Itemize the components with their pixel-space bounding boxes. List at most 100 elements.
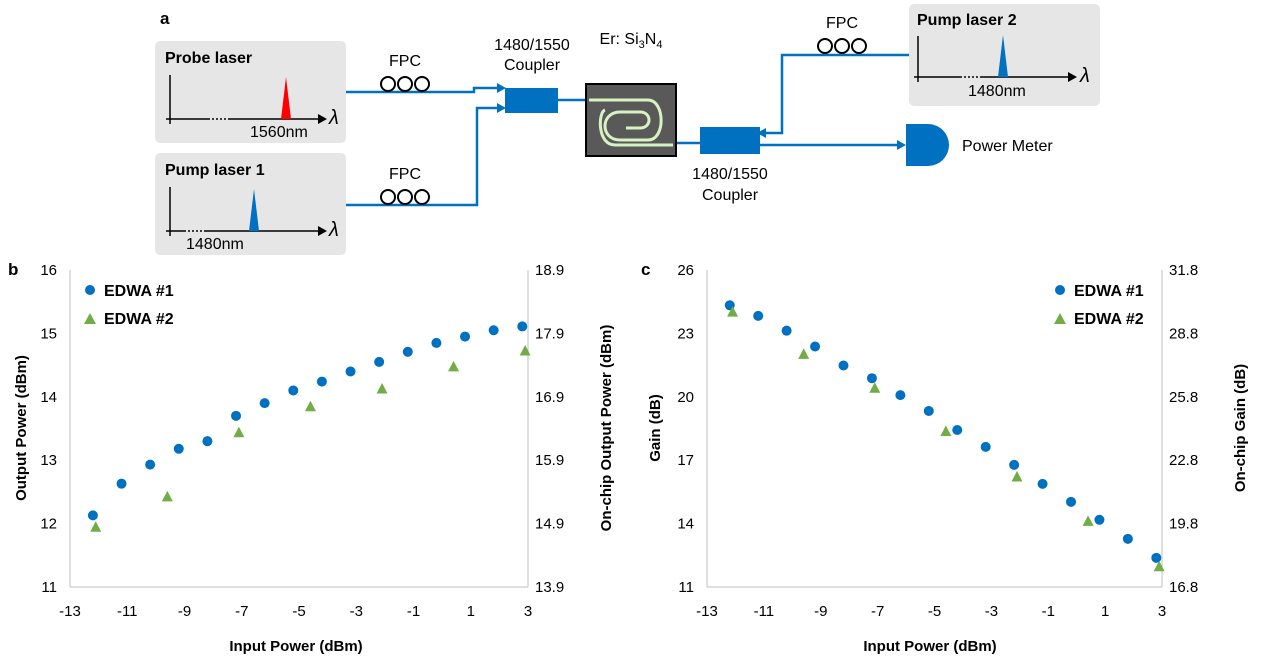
fpc-3-label: FPC — [826, 15, 858, 32]
pump-laser-2-peak — [998, 35, 1008, 77]
data-point-circle — [952, 424, 963, 435]
y2-tick-label: 31.8 — [1169, 262, 1198, 279]
y-tick-label: 23 — [677, 325, 694, 342]
y2-tick-label: 22.8 — [1169, 452, 1198, 469]
chart-c-y-tick-labels: 11 14 17 20 23 26 — [677, 262, 694, 596]
x-tick-label: -1 — [1042, 603, 1055, 620]
data-point-triangle — [869, 382, 881, 393]
chart-c-legend-marker-edwa2 — [1054, 313, 1066, 324]
probe-spectrum-arrowhead — [318, 114, 327, 124]
y-tick-label: 15 — [40, 325, 57, 342]
chart-b-x-axis-title: Input Power (dBm) — [229, 638, 362, 655]
chart-c-legend-label-edwa1: EDWA #1 — [1074, 283, 1144, 300]
y2-tick-label: 16.9 — [535, 389, 564, 406]
pump1-fiber — [346, 106, 498, 207]
pump-laser-1-title: Pump laser 1 — [165, 162, 265, 179]
chart-c-legend-label-edwa2: EDWA #2 — [1074, 311, 1144, 328]
data-point-triangle — [1082, 515, 1094, 526]
pump2-arrowhead — [757, 128, 766, 138]
x-tick-label: -13 — [696, 603, 718, 620]
y-tick-label: 13 — [40, 452, 57, 469]
data-point-circle — [923, 405, 934, 416]
fpc-1-icon — [380, 76, 430, 92]
data-point-circle — [202, 436, 213, 447]
waveguide-spiral — [589, 98, 673, 147]
chart-b-legend-marker-edwa2 — [84, 313, 96, 324]
chip-label: Er: Si3N4 — [600, 31, 663, 51]
chart-c-x-tick-labels: -13 -11 -9 -7 -5 -3 -1 1 3 — [696, 603, 1166, 620]
data-point-circle — [980, 441, 991, 452]
panel-label-c: c — [641, 260, 650, 279]
x-tick-label: -9 — [814, 603, 827, 620]
y-tick-label: 12 — [40, 516, 57, 533]
x-tick-label: -3 — [985, 603, 998, 620]
pump1-lambda-symbol: λ — [328, 219, 339, 241]
data-point-circle — [1037, 478, 1048, 489]
chart-b-legend-label-edwa2: EDWA #2 — [104, 311, 174, 328]
fiber-arrowheads — [497, 83, 906, 150]
chart-c-y2-tick-labels: 16.8 19.8 22.8 25.8 28.8 31.8 — [1169, 262, 1198, 596]
chart-c-legend: EDWA #1 EDWA #2 — [1054, 283, 1144, 328]
y-tick-label: 11 — [678, 579, 694, 596]
chart-b-legend-label-edwa1: EDWA #1 — [104, 283, 174, 300]
y2-tick-label: 25.8 — [1169, 389, 1198, 406]
coupler-2-label-line1: 1480/1550 — [692, 166, 768, 183]
fpc-2-icon — [380, 189, 430, 205]
x-tick-label: -7 — [871, 603, 884, 620]
data-point-triangle — [448, 360, 460, 372]
chart-c-y2-axis-title: On-chip Gain (dB) — [1232, 364, 1249, 492]
data-point-circle — [753, 310, 764, 321]
chart-b-y2-axis-title: On-chip Output Power (dBm) — [598, 325, 615, 532]
data-point-circle — [838, 360, 849, 371]
y-tick-label: 16 — [40, 262, 57, 279]
chart-b-legend: EDWA #1 EDWA #2 — [84, 283, 174, 328]
data-point-circle — [488, 325, 499, 336]
panel-label-a: a — [160, 9, 170, 28]
fpc-2-label: FPC — [389, 166, 421, 183]
coupler-1 — [505, 88, 558, 113]
y-tick-label: 26 — [677, 262, 694, 279]
pump-laser-1-box-bg — [155, 153, 346, 255]
chart-c-legend-marker-edwa1 — [1055, 285, 1065, 295]
data-point-triangle — [727, 306, 739, 317]
meter-arrowhead — [897, 140, 906, 150]
data-point-triangle — [376, 383, 388, 394]
data-point-circle — [259, 398, 270, 409]
y2-tick-label: 19.8 — [1169, 516, 1198, 533]
y2-tick-label: 17.9 — [535, 325, 564, 342]
pump1-wavelength-label: 1480nm — [186, 236, 244, 253]
x-tick-label: -5 — [292, 603, 305, 620]
fiber-paths — [346, 53, 909, 207]
pump2-spectrum-arrowhead — [1068, 72, 1077, 82]
chart-c-data-points — [724, 300, 1165, 572]
data-point-circle — [87, 510, 98, 521]
chart-b-x-tick-labels: -13 -11 -9 -7 -5 -3 -1 1 3 — [59, 603, 532, 620]
data-point-circle — [288, 385, 299, 396]
schematic-panel: a Probe laser 1560nm λ Pump laser 1 1480… — [155, 4, 1100, 255]
x-tick-label: -1 — [407, 603, 420, 620]
pump1-arrowhead — [497, 103, 506, 113]
data-point-circle — [231, 410, 242, 421]
fpc-loops — [380, 38, 867, 205]
data-point-circle — [460, 331, 471, 342]
data-point-triangle — [519, 345, 531, 356]
probe-laser-peak — [281, 77, 291, 119]
y-tick-label: 14 — [40, 389, 57, 406]
chart-b-y-axis-title: Output Power (dBm) — [13, 355, 30, 501]
probe-arrowhead — [497, 83, 506, 93]
data-point-circle — [1009, 459, 1020, 470]
y-tick-label: 14 — [677, 516, 694, 533]
data-point-circle — [173, 443, 184, 454]
data-point-triangle — [90, 521, 102, 532]
x-tick-label: -7 — [235, 603, 248, 620]
data-point-circle — [345, 366, 356, 377]
chart-b-y2-tick-labels: 13.9 14.9 15.9 16.9 17.9 18.9 — [535, 262, 564, 596]
y2-tick-label: 15.9 — [535, 452, 564, 469]
probe-laser-box: Probe laser 1560nm λ — [155, 41, 346, 143]
y-tick-label: 17 — [677, 452, 694, 469]
data-point-triangle — [1011, 470, 1023, 482]
y-tick-label: 11 — [41, 579, 57, 596]
